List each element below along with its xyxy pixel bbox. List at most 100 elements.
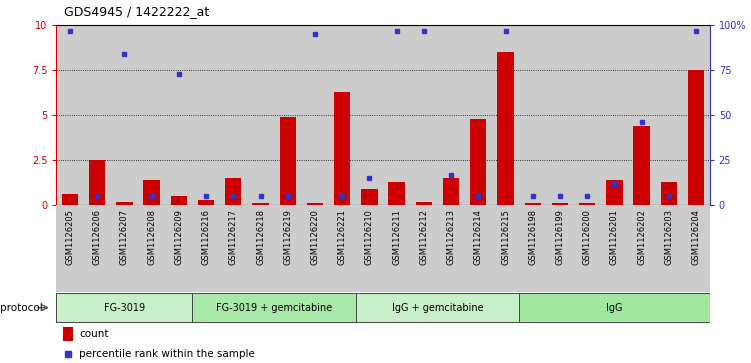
Bar <box>165 205 192 292</box>
Bar <box>225 178 241 205</box>
Bar <box>219 205 247 292</box>
Text: GSM1126202: GSM1126202 <box>637 209 646 265</box>
Bar <box>111 25 138 205</box>
Bar <box>492 25 519 205</box>
Bar <box>56 293 192 322</box>
Bar <box>63 327 73 341</box>
Text: GSM1126209: GSM1126209 <box>174 209 183 265</box>
Bar <box>356 25 383 205</box>
Bar <box>547 205 574 292</box>
Bar <box>628 205 655 292</box>
Bar <box>661 182 677 205</box>
Bar <box>628 25 655 205</box>
Bar <box>601 205 628 292</box>
Bar <box>356 205 383 292</box>
Bar <box>192 205 219 292</box>
Bar <box>465 205 492 292</box>
Text: protocol: protocol <box>0 303 43 313</box>
Text: GSM1126204: GSM1126204 <box>692 209 701 265</box>
Bar <box>683 25 710 205</box>
Bar <box>83 205 111 292</box>
Bar <box>328 25 356 205</box>
Bar <box>198 200 214 205</box>
Text: GSM1126211: GSM1126211 <box>392 209 401 265</box>
Text: percentile rank within the sample: percentile rank within the sample <box>79 349 255 359</box>
Text: GSM1126208: GSM1126208 <box>147 209 156 265</box>
Bar <box>192 25 219 205</box>
Text: FG-3019: FG-3019 <box>104 303 145 313</box>
Text: GSM1126213: GSM1126213 <box>447 209 456 265</box>
Bar <box>252 203 269 205</box>
Bar <box>601 25 628 205</box>
Bar <box>138 205 165 292</box>
Text: FG-3019 + gemcitabine: FG-3019 + gemcitabine <box>216 303 332 313</box>
Bar <box>301 25 328 205</box>
Text: GSM1126206: GSM1126206 <box>92 209 101 265</box>
Text: GSM1126215: GSM1126215 <box>501 209 510 265</box>
Bar <box>116 201 132 205</box>
Bar <box>165 25 192 205</box>
Text: GSM1126207: GSM1126207 <box>120 209 129 265</box>
Bar <box>383 25 410 205</box>
Bar <box>361 189 378 205</box>
Bar <box>574 205 601 292</box>
Text: GSM1126219: GSM1126219 <box>283 209 292 265</box>
Bar <box>579 203 596 205</box>
Bar <box>688 70 704 205</box>
Text: GSM1126200: GSM1126200 <box>583 209 592 265</box>
Bar <box>62 194 78 205</box>
Bar <box>519 25 546 205</box>
Bar <box>574 25 601 205</box>
Text: GSM1126203: GSM1126203 <box>665 209 674 265</box>
Bar <box>410 205 437 292</box>
Bar <box>655 205 683 292</box>
Text: GSM1126199: GSM1126199 <box>556 209 565 265</box>
Text: count: count <box>79 329 109 339</box>
Text: GSM1126221: GSM1126221 <box>338 209 347 265</box>
Bar <box>437 25 465 205</box>
Text: GSM1126212: GSM1126212 <box>419 209 428 265</box>
Bar <box>143 180 160 205</box>
Bar <box>497 52 514 205</box>
Text: GDS4945 / 1422222_at: GDS4945 / 1422222_at <box>64 5 209 18</box>
Bar <box>334 92 350 205</box>
Text: IgG: IgG <box>606 303 623 313</box>
Bar <box>547 25 574 205</box>
Bar <box>192 293 356 322</box>
Bar <box>89 160 105 205</box>
Bar <box>170 196 187 205</box>
Text: GSM1126220: GSM1126220 <box>310 209 319 265</box>
Text: GSM1126210: GSM1126210 <box>365 209 374 265</box>
Text: GSM1126214: GSM1126214 <box>474 209 483 265</box>
Bar <box>306 203 323 205</box>
Bar <box>492 205 519 292</box>
Bar <box>388 182 405 205</box>
Bar <box>519 205 546 292</box>
Bar <box>524 203 541 205</box>
Bar <box>383 205 410 292</box>
Bar <box>274 25 301 205</box>
Bar <box>328 205 356 292</box>
Bar <box>219 25 247 205</box>
Bar <box>274 205 301 292</box>
Text: GSM1126216: GSM1126216 <box>201 209 210 265</box>
Bar <box>470 119 487 205</box>
Text: IgG + gemcitabine: IgG + gemcitabine <box>391 303 484 313</box>
Bar <box>552 203 568 205</box>
Text: GSM1126198: GSM1126198 <box>528 209 537 265</box>
Bar <box>606 180 623 205</box>
Bar <box>443 178 459 205</box>
Bar <box>437 205 465 292</box>
Bar <box>633 126 650 205</box>
Bar <box>356 293 519 322</box>
Bar <box>279 117 296 205</box>
Text: GSM1126217: GSM1126217 <box>229 209 238 265</box>
Bar <box>301 205 328 292</box>
Bar <box>655 25 683 205</box>
Text: GSM1126218: GSM1126218 <box>256 209 265 265</box>
Bar <box>683 205 710 292</box>
Text: GSM1126205: GSM1126205 <box>65 209 74 265</box>
Bar <box>416 201 432 205</box>
Bar <box>56 205 83 292</box>
Bar <box>465 25 492 205</box>
